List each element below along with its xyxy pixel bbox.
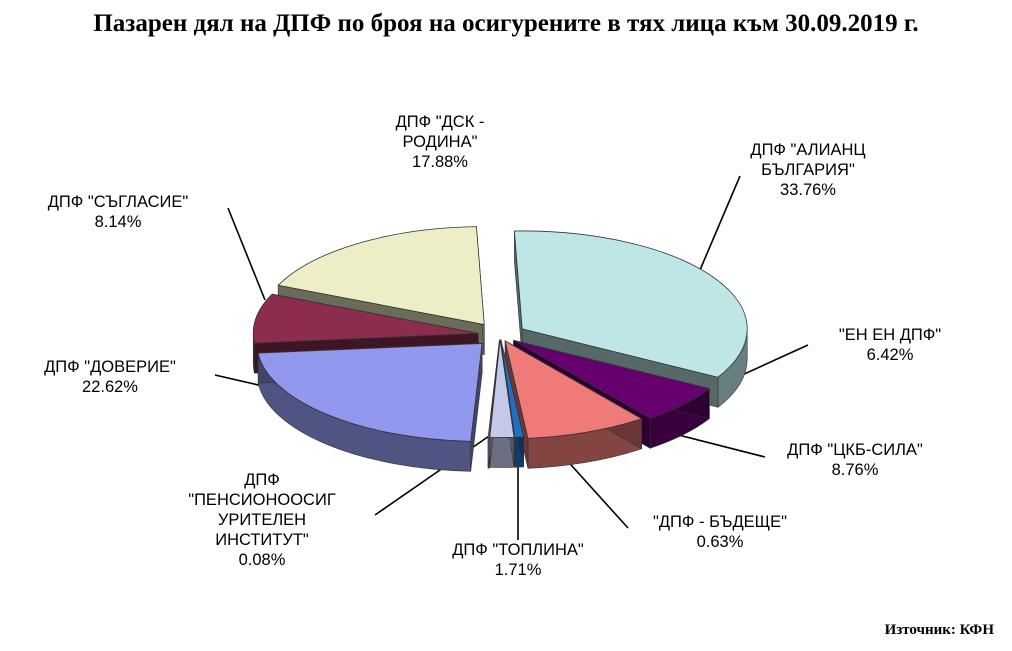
slice-label-text: ИНСТИТУТ" <box>215 531 309 549</box>
slice-label-text: ДПФ <box>244 471 280 489</box>
slice-value: 33.76% <box>780 181 836 199</box>
slice-doverie <box>257 343 483 442</box>
slice-value: 6.42% <box>866 346 914 364</box>
slice-value: 22.62% <box>82 378 138 396</box>
slice-ckb <box>504 340 643 439</box>
slice-label-text: "ЕН ЕН ДПФ" <box>838 326 942 344</box>
slice-label-text: ДПФ "ДОВЕРИЕ" <box>44 358 176 376</box>
chart-title: Пазарен дял на ДПФ по броя на осигуренит… <box>93 10 919 37</box>
slice-label-text: ДПФ "СЪГЛАСИЕ" <box>47 193 189 211</box>
slice-label-text: ДПФ "АЛИАНЦ <box>750 141 866 159</box>
slice-label-text: "ПЕНСИОНООСИГ <box>188 491 336 509</box>
slice-alianz <box>513 230 748 378</box>
slice-value: 1.71% <box>494 561 542 579</box>
slice-badeshte <box>500 339 525 438</box>
slice-label-text: УРИТЕЛЕН <box>217 511 307 529</box>
slice-label-ckb: ДПФ "ЦКБ-СИЛА" 8.76% <box>770 440 940 480</box>
slice-dsk <box>277 226 485 326</box>
slice-label-text: ДПФ "ЦКБ-СИЛА" <box>787 441 923 459</box>
slice-value: 8.76% <box>831 461 879 479</box>
leader-line-alianz <box>699 175 741 271</box>
slice-value: 0.08% <box>238 551 286 569</box>
leader-line-saglasie <box>227 207 266 301</box>
slice-label-alianz: ДПФ "АЛИАНЦ БЪЛГАРИЯ" 33.76% <box>733 140 883 200</box>
slice-value: 17.88% <box>412 153 468 171</box>
slice-label-toplina: ДПФ "ТОПЛИНА" 1.71% <box>433 540 603 580</box>
slice-label-text: РОДИНА" <box>402 133 478 151</box>
source-note: Източник: КФН <box>884 622 994 638</box>
slice-label-enen: "ЕН ЕН ДПФ" 6.42% <box>815 325 965 365</box>
slice-label-text: "ДПФ - БЪДЕЩЕ" <box>653 513 787 531</box>
slice-value: 8.14% <box>94 213 142 231</box>
slice-label-text: ДПФ "ДСК - <box>395 113 485 131</box>
slice-enen <box>513 339 711 419</box>
slice-pensiono <box>487 340 500 439</box>
slice-toplina <box>489 339 515 438</box>
slice-label-text: ДПФ "ТОПЛИНА" <box>452 541 584 559</box>
slice-label-pensiono: ДПФ "ПЕНСИОНООСИГ УРИТЕЛЕН ИНСТИТУТ" 0.08% <box>187 470 337 570</box>
slice-label-saglasie: ДПФ "СЪГЛАСИЕ" 8.14% <box>18 192 218 232</box>
slice-label-badeshte: "ДПФ - БЪДЕЩЕ" 0.63% <box>630 512 810 552</box>
slice-saglasie <box>252 293 479 344</box>
slice-label-text: БЪЛГАРИЯ" <box>761 161 855 179</box>
slice-label-doverie: ДПФ "ДОВЕРИЕ" 22.62% <box>15 357 205 397</box>
slice-tops <box>252 226 748 442</box>
slice-value: 0.63% <box>696 533 744 551</box>
slice-label-dsk: ДПФ "ДСК - РОДИНА" 17.88% <box>370 112 510 172</box>
